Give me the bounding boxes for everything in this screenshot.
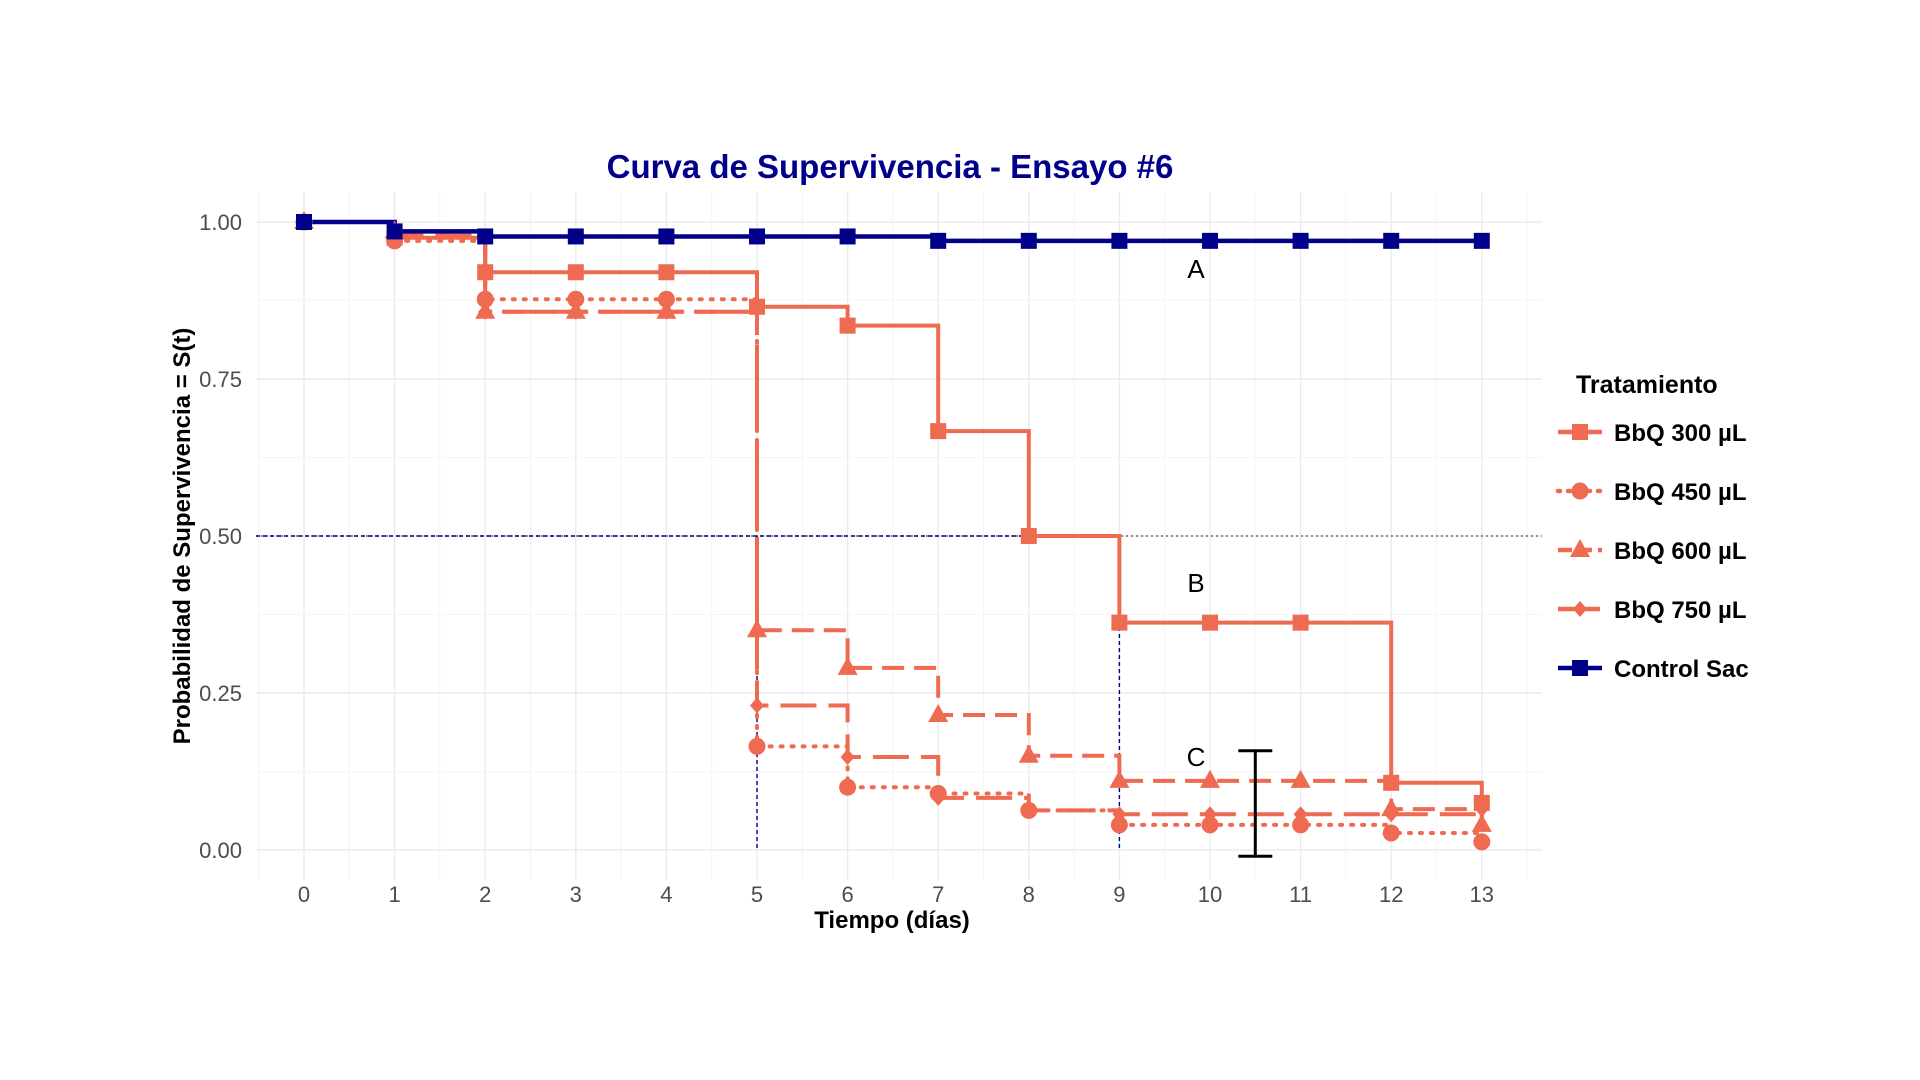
x-tick-label: 8 (1023, 882, 1035, 907)
legend-title: Tratamiento (1576, 371, 1718, 399)
group-label-c: C (1187, 742, 1206, 772)
data-point-bbq-750-l (1293, 806, 1308, 823)
x-tick-label: 4 (660, 882, 672, 907)
data-point-bbq-600-l (1290, 769, 1311, 788)
data-point-bbq-750-l (840, 749, 855, 766)
data-point-control-sac (296, 214, 312, 230)
data-point-bbq-450-l (839, 778, 857, 796)
data-point-control-sac (658, 228, 675, 245)
chart-title: Curva de Supervivencia - Ensayo #6 (607, 148, 1174, 185)
x-tick-label: 7 (932, 882, 944, 907)
x-tick-label: 9 (1113, 882, 1125, 907)
data-point-bbq-300-l (1202, 614, 1218, 631)
data-point-bbq-300-l (1020, 528, 1037, 544)
legend-label-control-sac: Control Sac (1614, 656, 1749, 683)
data-point-bbq-300-l (839, 317, 856, 334)
data-point-bbq-300-l (1292, 614, 1309, 631)
data-point-bbq-300-l (477, 264, 494, 281)
data-point-bbq-750-l (478, 303, 493, 320)
x-tick-label: 13 (1470, 882, 1494, 907)
data-point-control-sac (1473, 232, 1490, 249)
legend: Tratamiento BbQ 300 µL BbQ 450 µL BbQ 600 … (1555, 371, 1749, 683)
group-label-b: B (1187, 568, 1204, 598)
data-point-bbq-750-l (931, 789, 946, 806)
y-axis-title: Probabilidad de Supervivencia = S(t) (169, 328, 196, 745)
data-point-bbq-750-l (568, 303, 583, 320)
legend-key-marker-bbq-600-l (1570, 539, 1590, 557)
data-point-bbq-450-l (1201, 816, 1219, 834)
data-point-bbq-750-l (1474, 801, 1489, 818)
legend-label-bbq-600-l: BbQ 600 µL (1614, 538, 1747, 565)
data-point-bbq-450-l (1292, 816, 1310, 834)
data-point-control-sac (1202, 232, 1218, 249)
legend-key-marker-bbq-750-l (1573, 601, 1587, 617)
data-point-bbq-600-l (1109, 769, 1130, 788)
data-point-bbq-300-l (567, 264, 584, 281)
group-label-a: A (1187, 254, 1205, 284)
x-tick-label: 2 (479, 882, 491, 907)
series-markers (294, 211, 1492, 851)
data-point-bbq-750-l (750, 697, 764, 714)
legend-label-bbq-450-l: BbQ 450 µL (1614, 479, 1747, 506)
y-tick-label: 1.00 (199, 210, 242, 235)
x-tick-label: 3 (570, 882, 582, 907)
data-point-bbq-450-l (1473, 833, 1491, 851)
data-point-bbq-600-l (747, 619, 767, 638)
y-axis-ticks: 0.00 0.25 0.50 0.75 1.00 (199, 210, 242, 863)
data-point-bbq-600-l (837, 656, 858, 675)
legend-label-bbq-300-l: BbQ 300 µL (1614, 420, 1747, 447)
data-point-bbq-750-l (1384, 806, 1399, 823)
y-tick-label: 0.00 (199, 838, 242, 863)
data-point-bbq-450-l (476, 290, 494, 308)
data-point-bbq-450-l (567, 290, 585, 308)
x-tick-label: 5 (751, 882, 763, 907)
data-point-bbq-750-l (1203, 806, 1217, 823)
data-point-bbq-300-l (658, 264, 675, 281)
data-point-control-sac (386, 223, 403, 240)
data-point-control-sac (839, 228, 856, 245)
data-point-bbq-750-l (1021, 802, 1036, 819)
data-point-control-sac (930, 232, 947, 249)
data-point-control-sac (1020, 232, 1037, 249)
data-point-bbq-600-l (1200, 769, 1220, 788)
data-point-bbq-450-l (748, 737, 766, 755)
data-point-bbq-300-l (749, 298, 765, 315)
legend-key-marker-bbq-300-l (1572, 424, 1588, 440)
annotations: A B C (1187, 254, 1206, 772)
data-point-bbq-300-l (930, 423, 947, 440)
data-point-bbq-600-l (1471, 813, 1492, 832)
x-tick-label: 0 (298, 882, 310, 907)
data-point-bbq-300-l (1383, 774, 1400, 791)
data-point-bbq-750-l (1112, 806, 1127, 823)
data-point-bbq-600-l (1018, 744, 1039, 763)
data-point-control-sac (749, 228, 765, 245)
x-tick-label: 6 (841, 882, 853, 907)
x-tick-label: 11 (1289, 882, 1312, 907)
x-axis-ticks: 0 1 2 3 4 5 6 7 8 9 10 11 12 13 (298, 882, 1494, 907)
data-point-bbq-300-l (1111, 614, 1128, 631)
data-point-control-sac (1111, 232, 1128, 249)
legend-key-marker-bbq-450-l (1571, 482, 1589, 500)
x-tick-label: 12 (1379, 882, 1403, 907)
data-point-control-sac (1383, 232, 1400, 249)
data-point-control-sac (567, 228, 584, 245)
data-point-bbq-450-l (1110, 816, 1128, 834)
data-point-control-sac (1292, 232, 1309, 249)
data-point-bbq-750-l (659, 303, 674, 320)
y-tick-label: 0.25 (199, 681, 242, 706)
legend-key-marker-control-sac (1572, 660, 1588, 676)
data-point-bbq-450-l (657, 290, 675, 308)
y-tick-label: 0.50 (199, 524, 242, 549)
data-point-bbq-600-l (928, 703, 949, 722)
data-point-control-sac (477, 228, 494, 245)
x-tick-label: 10 (1198, 882, 1222, 907)
y-tick-label: 0.75 (199, 367, 242, 392)
x-axis-title: Tiempo (días) (814, 907, 970, 934)
data-point-bbq-450-l (1382, 824, 1400, 842)
legend-label-bbq-750-l: BbQ 750 µL (1614, 597, 1747, 624)
x-tick-label: 1 (388, 882, 400, 907)
significance-bracket (1238, 749, 1273, 858)
